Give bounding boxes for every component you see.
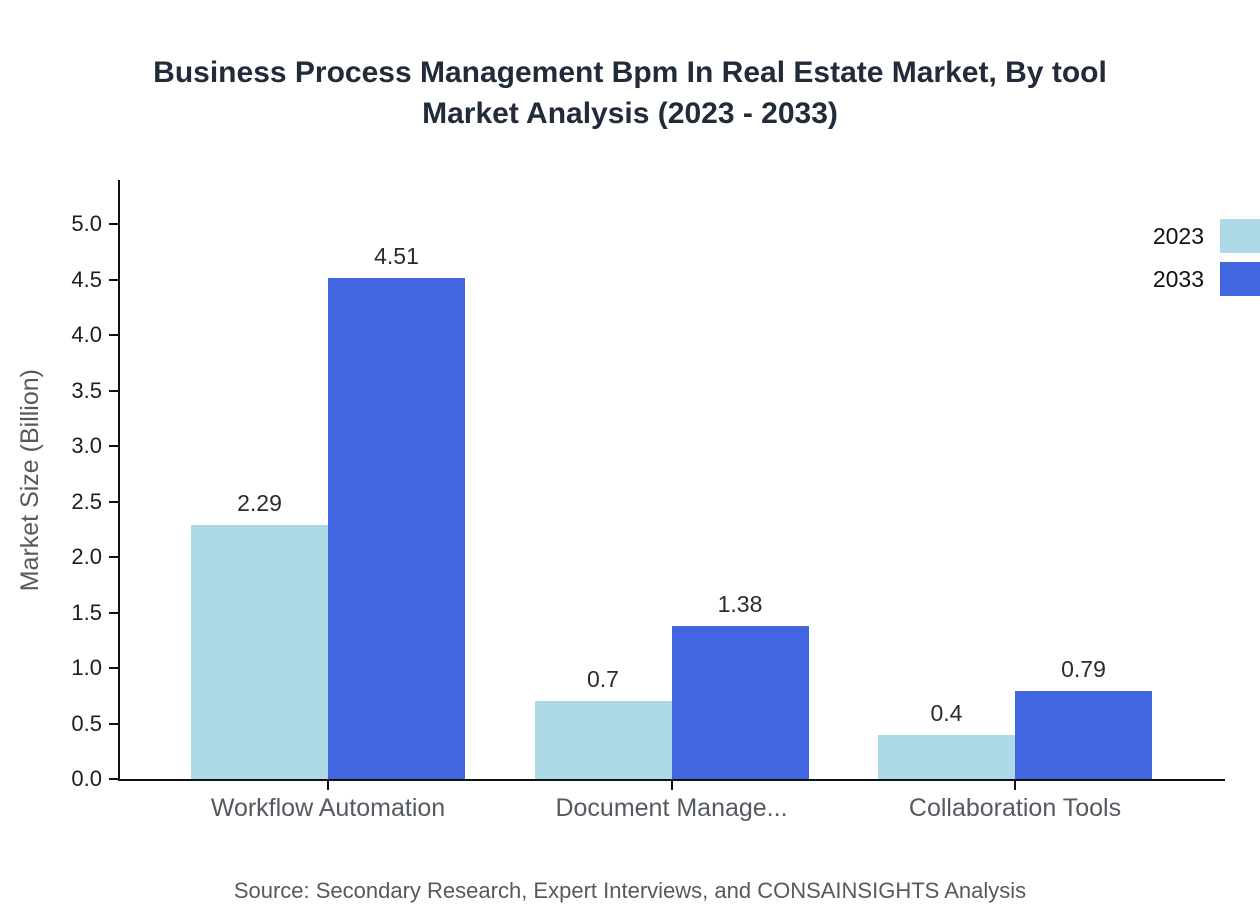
bar-value-label-2023-collaboration-tools: 0.4 [930,699,963,726]
x-tick-mark [670,780,673,790]
y-tick-mark [109,389,119,392]
legend-label-2033: 2033 [1152,265,1204,292]
y-tick-mark [109,278,119,281]
y-tick-mark [109,722,119,725]
x-tick-label-document-manage: Document Manage... [555,794,788,822]
x-tick-label-collaboration-tools: Collaboration Tools [908,794,1122,822]
bar-2023-workflow-automation [191,524,328,779]
chart-title-line2: Market Analysis (2023 - 2033) [422,97,838,131]
y-tick-mark [109,445,119,447]
y-tick-label: 2.5 [71,488,102,514]
bar-2023-collaboration-tools [878,734,1015,779]
plot-area: 0.0 0.5 1.0 1.5 2.0 2.5 3.0 3.5 4.0 4.5 5.0 Workflo… [71,180,1225,822]
x-tick-mark [327,780,329,790]
x-tick-label-workflow-automation: Workflow Automation [210,794,446,822]
y-tick-mark [109,556,119,558]
y-tick-label: 3.0 [71,433,102,458]
source-line: Source: Secondary Research, Expert Inter… [233,878,1027,903]
bar-2033-workflow-automation [328,278,465,779]
bar-value-label-2023-document-manage: 0.7 [587,666,619,693]
x-tick-mark [1014,780,1016,790]
legend-item-2033: 2033 [1153,261,1260,297]
y-tick-mark [109,667,119,669]
bar-value-label-2033-workflow-automation: 4.51 [374,243,419,270]
y-tick-label: 2.0 [71,544,102,569]
y-tick-label: 5.0 [71,211,102,236]
legend: 2023 2033 [1153,218,1260,297]
chart-title: Business Process Management Bpm In Real … [0,52,1260,134]
bar-2023-document-manage [534,701,672,779]
y-tick-label: 1.5 [71,599,102,625]
y-tick-mark [109,500,119,503]
y-tick-mark [109,223,119,225]
y-tick-label: 4.0 [71,322,102,347]
y-tick-mark [109,778,119,780]
legend-label-2023: 2023 [1152,222,1204,249]
bar-2033-document-manage [671,625,809,779]
y-tick-label: 4.5 [71,266,102,292]
bar-value-label-2033-document-manage: 1.38 [717,590,763,617]
y-tick-mark [109,334,119,336]
y-tick-mark [109,611,119,614]
bar-value-label-2033-collaboration-tools: 0.79 [1061,656,1106,683]
bar-2033-collaboration-tools [1015,691,1152,779]
y-tick-label: 0.5 [71,710,102,736]
chart-title-line1: Business Process Management Bpm In Real … [153,56,1107,89]
legend-swatch-2023 [1220,219,1260,253]
bar-value-label-2023-workflow-automation: 2.29 [237,489,282,516]
legend-item-2023: 2023 [1153,218,1260,254]
legend-swatch-2033 [1220,262,1260,296]
y-tick-label: 3.5 [71,377,102,403]
y-tick-label: 1.0 [71,655,102,680]
y-tick-label: 0.0 [71,766,102,791]
